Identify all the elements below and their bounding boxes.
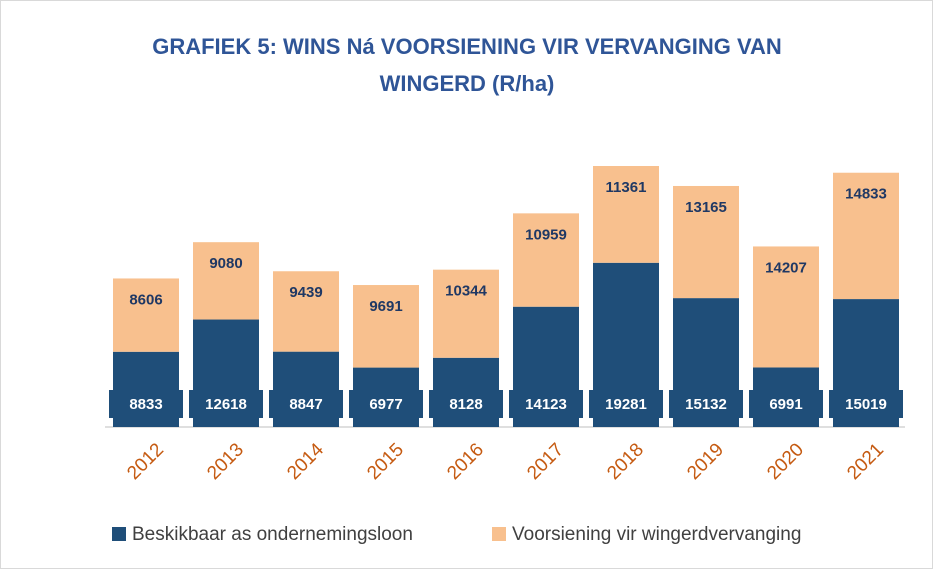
data-label-box bbox=[829, 390, 903, 418]
legend-swatch bbox=[492, 527, 506, 541]
data-label: 13165 bbox=[685, 199, 727, 216]
data-label: 8833 bbox=[129, 396, 162, 413]
bar-segment bbox=[193, 242, 259, 320]
data-label: 8847 bbox=[289, 396, 322, 413]
data-label-box bbox=[749, 390, 823, 418]
data-label: 6977 bbox=[369, 396, 402, 413]
data-label: 9691 bbox=[369, 298, 402, 315]
bar-segment bbox=[673, 185, 739, 299]
data-label-box bbox=[669, 390, 743, 418]
data-label: 9439 bbox=[289, 284, 322, 301]
bar-segment bbox=[353, 285, 419, 368]
data-label: 14207 bbox=[765, 259, 807, 276]
bar-segment bbox=[273, 271, 339, 352]
bar-segment bbox=[433, 269, 499, 358]
data-label: 8128 bbox=[449, 396, 482, 413]
data-label-box bbox=[429, 390, 503, 418]
chart-title: WINGERD (R/ha) bbox=[380, 71, 555, 96]
data-label-box bbox=[269, 390, 343, 418]
bar-segment bbox=[753, 246, 819, 368]
data-label-box bbox=[349, 390, 423, 418]
bar-segment bbox=[833, 172, 899, 300]
data-label: 10959 bbox=[525, 226, 567, 243]
legend-swatch bbox=[112, 527, 126, 541]
data-label-box bbox=[189, 390, 263, 418]
data-label: 8606 bbox=[129, 291, 162, 308]
data-label-box bbox=[509, 390, 583, 418]
data-label: 15132 bbox=[685, 396, 727, 413]
bar-segment bbox=[113, 278, 179, 352]
data-label: 15019 bbox=[845, 396, 887, 413]
data-label: 14123 bbox=[525, 396, 567, 413]
data-label: 19281 bbox=[605, 396, 647, 413]
data-label: 14833 bbox=[845, 186, 887, 203]
bar-segment bbox=[513, 213, 579, 307]
legend-label: Voorsiening vir wingerdvervanging bbox=[512, 524, 801, 545]
data-label: 6991 bbox=[769, 396, 802, 413]
legend-label: Beskikbaar as ondernemingsloon bbox=[132, 524, 413, 545]
data-label: 9080 bbox=[209, 255, 242, 272]
data-label: 12618 bbox=[205, 396, 247, 413]
data-label-box bbox=[589, 390, 663, 418]
data-label: 10344 bbox=[445, 283, 487, 300]
bar-segment bbox=[593, 166, 659, 263]
chart-title: GRAFIEK 5: WINS Ná VOORSIENING VIR VERVA… bbox=[152, 34, 782, 59]
data-label-box bbox=[109, 390, 183, 418]
data-label: 11361 bbox=[606, 179, 647, 196]
